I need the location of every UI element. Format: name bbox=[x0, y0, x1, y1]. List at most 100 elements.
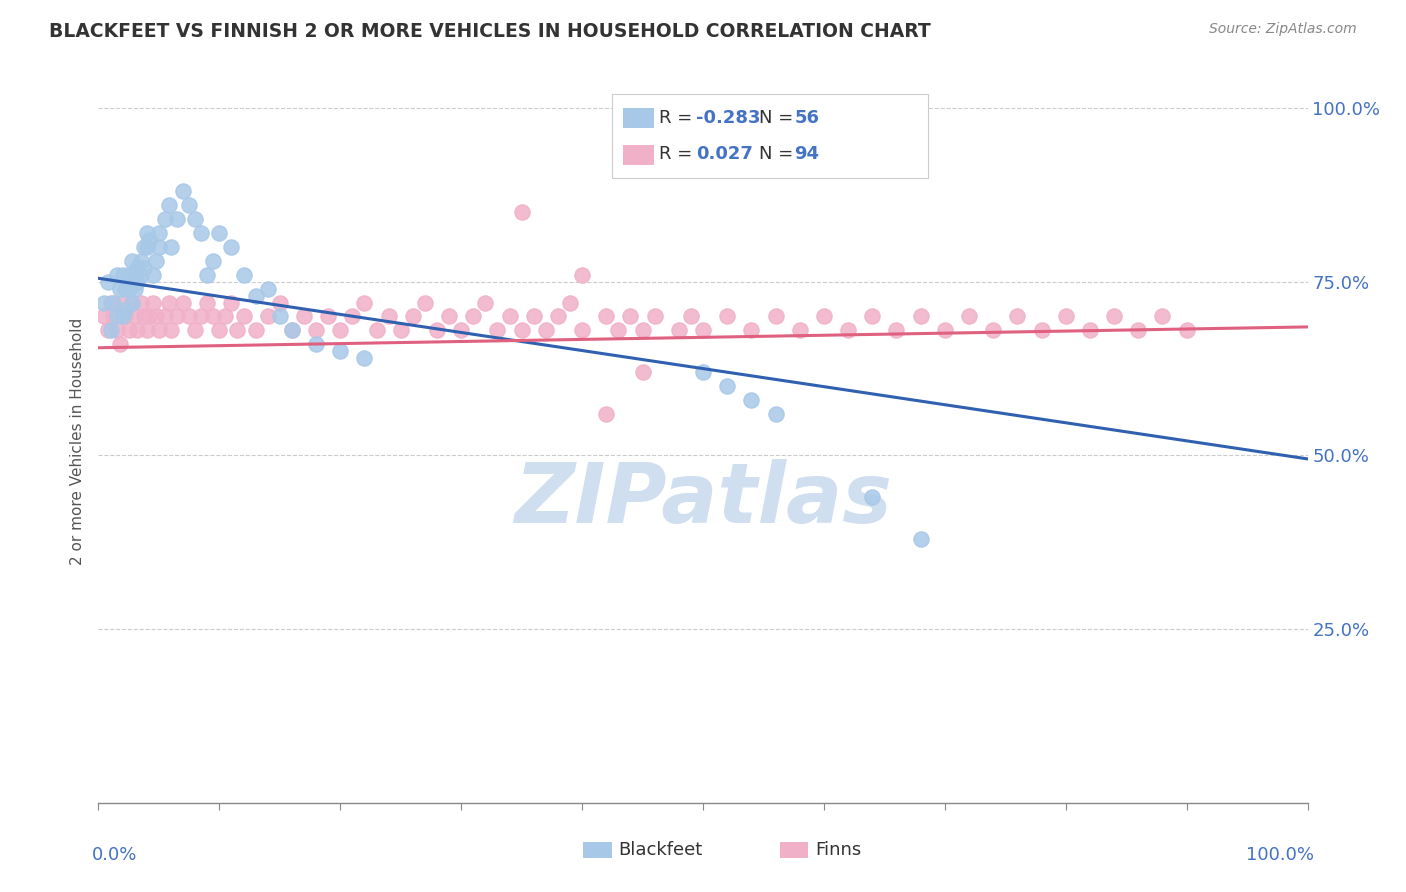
Point bbox=[1175, 323, 1198, 337]
Point bbox=[245, 323, 267, 337]
Point bbox=[571, 323, 593, 337]
Point bbox=[129, 253, 152, 268]
Point bbox=[111, 268, 134, 282]
Text: N =: N = bbox=[759, 109, 799, 127]
Point bbox=[172, 185, 194, 199]
Point bbox=[366, 323, 388, 337]
Point bbox=[353, 351, 375, 366]
Point bbox=[100, 295, 122, 310]
Point bbox=[232, 268, 254, 282]
Text: 0.027: 0.027 bbox=[696, 145, 752, 163]
Point bbox=[93, 310, 115, 324]
Point bbox=[692, 365, 714, 379]
Point bbox=[105, 268, 128, 282]
Point bbox=[179, 310, 201, 324]
Point bbox=[644, 310, 666, 324]
Point bbox=[631, 365, 654, 379]
Point bbox=[860, 310, 883, 324]
Point bbox=[124, 282, 146, 296]
Point bbox=[157, 295, 180, 310]
Point bbox=[740, 392, 762, 407]
Point bbox=[450, 323, 472, 337]
Point bbox=[127, 275, 149, 289]
Point bbox=[523, 310, 546, 324]
Point bbox=[153, 310, 176, 324]
Point bbox=[121, 295, 143, 310]
Point bbox=[111, 310, 134, 324]
Point bbox=[245, 288, 267, 302]
Point bbox=[765, 407, 787, 421]
Point bbox=[157, 198, 180, 212]
Point bbox=[105, 310, 128, 324]
Point bbox=[190, 310, 212, 324]
Point bbox=[195, 295, 218, 310]
Text: N =: N = bbox=[759, 145, 799, 163]
Point bbox=[981, 323, 1004, 337]
Point bbox=[114, 282, 136, 296]
Point bbox=[486, 323, 509, 337]
Point bbox=[437, 310, 460, 324]
Point bbox=[101, 310, 124, 324]
Point bbox=[184, 212, 207, 227]
Point bbox=[1102, 310, 1125, 324]
Point bbox=[1007, 310, 1029, 324]
Point bbox=[148, 226, 170, 240]
Point bbox=[134, 310, 156, 324]
Point bbox=[226, 323, 249, 337]
Point bbox=[1078, 323, 1101, 337]
Point bbox=[208, 323, 231, 337]
Point bbox=[202, 310, 225, 324]
Point bbox=[138, 310, 160, 324]
Point bbox=[510, 323, 533, 337]
Point bbox=[813, 310, 835, 324]
Point bbox=[105, 323, 128, 337]
Point bbox=[179, 198, 201, 212]
Point bbox=[195, 268, 218, 282]
Point bbox=[160, 240, 183, 254]
Text: ZIPatlas: ZIPatlas bbox=[515, 458, 891, 540]
Point bbox=[214, 310, 236, 324]
Point bbox=[118, 323, 141, 337]
Point bbox=[160, 323, 183, 337]
Point bbox=[716, 310, 738, 324]
Point bbox=[135, 323, 157, 337]
Y-axis label: 2 or more Vehicles in Household: 2 or more Vehicles in Household bbox=[70, 318, 86, 566]
Point bbox=[134, 240, 156, 254]
Point bbox=[463, 310, 485, 324]
Point bbox=[166, 212, 188, 227]
Point bbox=[957, 310, 980, 324]
Point bbox=[134, 260, 156, 275]
Point bbox=[679, 310, 702, 324]
Point bbox=[316, 310, 339, 324]
Point bbox=[305, 337, 328, 351]
Point bbox=[1031, 323, 1053, 337]
Point bbox=[910, 532, 932, 546]
Point bbox=[118, 282, 141, 296]
Point bbox=[716, 379, 738, 393]
Point bbox=[256, 310, 278, 324]
Point bbox=[910, 310, 932, 324]
Text: 56: 56 bbox=[794, 109, 820, 127]
Text: BLACKFEET VS FINNISH 2 OR MORE VEHICLES IN HOUSEHOLD CORRELATION CHART: BLACKFEET VS FINNISH 2 OR MORE VEHICLES … bbox=[49, 22, 931, 41]
Point bbox=[108, 337, 131, 351]
Text: 100.0%: 100.0% bbox=[1246, 847, 1313, 864]
Point bbox=[114, 310, 136, 324]
Point bbox=[305, 323, 328, 337]
Point bbox=[692, 323, 714, 337]
Point bbox=[145, 310, 167, 324]
Point bbox=[124, 310, 146, 324]
Point bbox=[740, 323, 762, 337]
Text: -0.283: -0.283 bbox=[696, 109, 761, 127]
Point bbox=[389, 323, 412, 337]
Point bbox=[1152, 310, 1174, 324]
Point bbox=[860, 490, 883, 504]
Point bbox=[558, 295, 581, 310]
Point bbox=[148, 240, 170, 254]
Point bbox=[208, 226, 231, 240]
Text: Finns: Finns bbox=[815, 841, 862, 859]
Point bbox=[100, 323, 122, 337]
Point bbox=[127, 260, 149, 275]
Point bbox=[789, 323, 811, 337]
Point bbox=[534, 323, 557, 337]
Point bbox=[498, 310, 520, 324]
